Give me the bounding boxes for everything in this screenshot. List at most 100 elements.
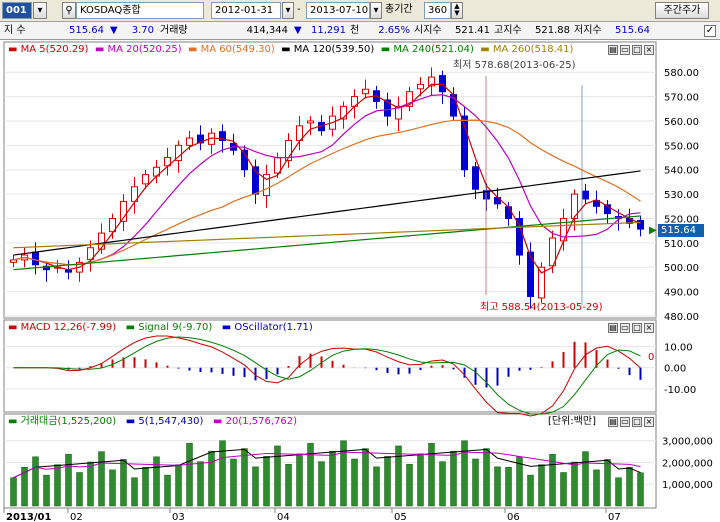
macd-tick-label: 10.00 (664, 343, 693, 354)
search-icon[interactable]: ⚲ (62, 2, 76, 19)
candle-body (538, 266, 545, 299)
period-input[interactable]: 360 (424, 2, 451, 19)
ma240-legend: ▬ MA 240(521.04) (380, 44, 474, 55)
volume-bar (65, 453, 72, 507)
volume-bar (208, 450, 215, 507)
volume-change-value: 11,291 (311, 25, 346, 36)
volume-bar (120, 459, 127, 507)
volume-panel-settings-button[interactable]: ▤ (608, 417, 618, 427)
candle-body (516, 217, 523, 256)
weekly-price-button[interactable]: 주간주가 (655, 2, 709, 19)
price-tick-label: 500.00 (664, 263, 699, 274)
macd-line (13, 335, 641, 417)
quote-info-bar: 지 수 515.64 ▼ 3.70 거래량 414,344 ▼ 11,291 천… (0, 22, 720, 40)
price-panel-close-button[interactable]: × (644, 45, 654, 55)
candle-body (87, 247, 94, 260)
macd-tick-label: 0.00 (664, 364, 686, 375)
volume-panel-minimize-button[interactable]: ▭ (620, 417, 630, 427)
volume-change-down-icon: ▼ (294, 25, 302, 36)
price-tick-label: 570.00 (664, 93, 699, 104)
x-axis-label: 05 (394, 512, 407, 522)
volume-bar (494, 466, 501, 507)
price-panel-maximize-button[interactable]: □ (632, 45, 642, 55)
candle-body (571, 193, 578, 219)
candle-body (241, 149, 248, 171)
macd-lines (13, 335, 642, 417)
volume-bar (241, 448, 248, 507)
index-code-input[interactable]: 001 (2, 2, 32, 19)
volume-panel-maximize-button[interactable]: □ (632, 417, 642, 427)
volume-bar (175, 464, 182, 507)
volume-bar (637, 472, 644, 507)
candle-body (274, 157, 281, 174)
macd-panel-settings-button[interactable]: ▤ (608, 323, 618, 333)
x-axis-label: 04 (277, 512, 290, 522)
volume-panel-frame (3, 413, 657, 509)
x-axis-label: 07 (608, 512, 621, 522)
volume-panel-close-button[interactable]: × (644, 417, 654, 427)
volume-bar (505, 467, 512, 507)
start-date-input[interactable]: 2012-01-31 (211, 2, 281, 19)
candle-body (120, 200, 127, 222)
candle-body (186, 137, 193, 146)
candle-body (219, 131, 226, 141)
low-label: 저지수 (574, 25, 602, 36)
volume-bar (274, 445, 281, 507)
end-date-dropdown-button[interactable]: ▾ (370, 2, 382, 19)
volume-bar (197, 461, 204, 507)
volume-legend: ▬ 거래대금(1,525,200) ▬ 5(1,547,430) ▬ 20(1,… (8, 416, 297, 428)
volume-bar (109, 469, 116, 507)
date-separator: - (297, 4, 301, 15)
x-axis-label: 03 (172, 512, 185, 522)
macd-panel-close-button[interactable]: × (644, 323, 654, 333)
volume-bar (582, 451, 589, 507)
low-value: 515.64 (615, 25, 650, 36)
period-label: 총기간 (385, 4, 413, 15)
candle-body (527, 251, 534, 297)
price-tick-label: 510.00 (664, 239, 699, 250)
volume-bar (527, 474, 534, 507)
volume-bar (439, 461, 446, 507)
amount-legend-item: ▬ 거래대금(1,525,200) (8, 416, 117, 427)
volume-unit: 천 (350, 25, 360, 36)
volume-bar (549, 453, 556, 507)
index-value: 515.64 (69, 25, 104, 36)
volume-bar (87, 461, 94, 507)
option-checkbox[interactable]: ✓ (704, 25, 716, 37)
volume-bar (318, 461, 325, 507)
moving-average-lines (13, 83, 641, 274)
high-value: 521.88 (535, 25, 570, 36)
start-date-dropdown-button[interactable]: ▾ (282, 2, 294, 19)
volume-bar (538, 464, 545, 507)
volume-bar (362, 448, 369, 507)
volume-bar (461, 440, 468, 507)
volume-bar (604, 459, 611, 507)
chart-canvas[interactable]: 580.00 570.00 560.00 550.00 540.00 530.00 520.… (0, 40, 720, 522)
macd-panel-frame (3, 319, 657, 413)
open-value: 521.41 (455, 25, 490, 36)
price-tick-label: 580.00 (664, 68, 699, 79)
macd-panel-maximize-button[interactable]: □ (632, 323, 642, 333)
candle-body (582, 190, 589, 200)
volume-ma20-legend-item: ▬ 20(1,576,762) (212, 416, 297, 427)
period-stepper[interactable]: ▲ ▼ (451, 2, 463, 19)
ma20-line (13, 94, 641, 266)
min-annotation: 최고 588.54(2013-05-29) (480, 302, 603, 313)
volume-bar (593, 469, 600, 507)
end-date-input[interactable]: 2013-07-10 (306, 2, 370, 19)
ma120-legend: ▬ MA 120(539.50) (281, 44, 375, 55)
price-panel-minimize-button[interactable]: ▭ (620, 45, 630, 55)
price-tick-label: 520.00 (664, 214, 699, 225)
volume-bar (472, 458, 479, 507)
code-dropdown-button[interactable]: ▾ (33, 2, 47, 19)
volume-value: 414,344 (246, 25, 288, 36)
top-toolbar: 001 ▾ ⚲ KOSDAQ종합 2012-01-31 ▾ - 2013-07-… (0, 0, 720, 22)
volume-bar (428, 443, 435, 507)
price-legend: ▬ MA 5(520.29) ▬ MA 20(520.25) ▬ MA 60(5… (8, 44, 573, 56)
volume-bar (252, 466, 259, 507)
candle-body (285, 139, 292, 161)
volume-ma5-line (13, 448, 641, 479)
price-panel-settings-button[interactable]: ▤ (608, 45, 618, 55)
macd-panel-minimize-button[interactable]: ▭ (620, 323, 630, 333)
signal-legend-item: ▬ Signal 9(-9.70) (125, 322, 213, 333)
